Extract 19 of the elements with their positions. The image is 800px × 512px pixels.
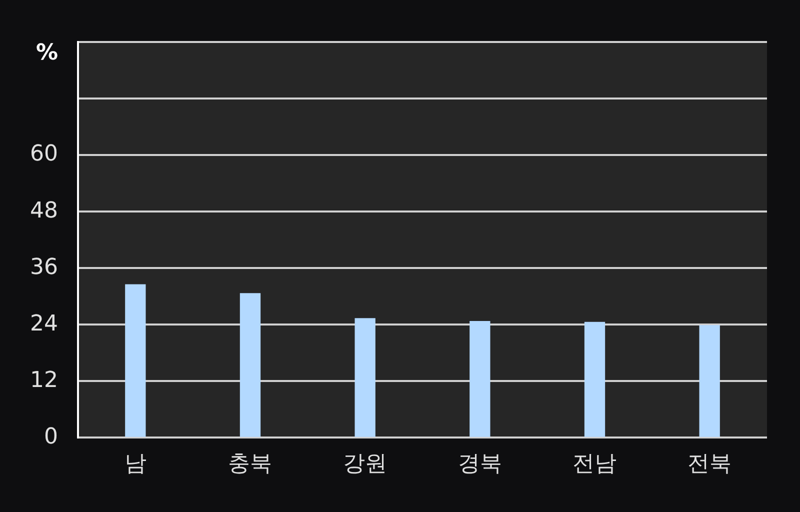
x-tick-label: 강원	[343, 452, 388, 477]
y-tick-label: 36	[30, 254, 58, 280]
y-axis-title: %	[36, 40, 58, 66]
bar	[125, 284, 146, 437]
x-tick-label: 경북	[458, 452, 502, 477]
x-tick-label: 남	[124, 452, 146, 477]
bar	[584, 322, 606, 437]
y-tick-label: 0	[44, 424, 58, 450]
y-tick-label: 12	[30, 368, 58, 393]
x-tick-label: 전북	[688, 452, 732, 477]
y-tick-label: 60	[30, 142, 58, 167]
bar	[699, 325, 720, 437]
x-tick-label: 전남	[572, 452, 617, 477]
bar	[354, 318, 376, 437]
y-tick-label: 48	[30, 198, 58, 224]
y-tick-label: 24	[30, 311, 58, 336]
x-tick-label: 충북	[228, 452, 272, 477]
bar	[470, 320, 490, 437]
bar	[240, 293, 261, 437]
